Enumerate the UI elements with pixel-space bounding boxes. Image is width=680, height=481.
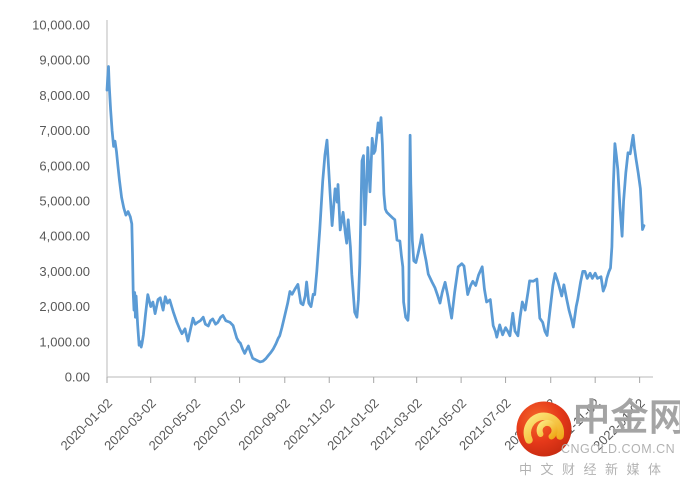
y-axis-label: 5,000.00 bbox=[39, 194, 90, 209]
y-axis-label: 2,000.00 bbox=[39, 299, 90, 314]
y-axis-label: 7,000.00 bbox=[39, 123, 90, 138]
y-axis-label: 6,000.00 bbox=[39, 158, 90, 173]
y-axis-label: 10,000.00 bbox=[32, 18, 90, 33]
y-axis-label: 4,000.00 bbox=[39, 229, 90, 244]
y-axis-label: 9,000.00 bbox=[39, 53, 90, 68]
y-axis-label: 1,000.00 bbox=[39, 334, 90, 349]
y-axis-label: 3,000.00 bbox=[39, 264, 90, 279]
y-axis-label: 8,000.00 bbox=[39, 88, 90, 103]
series-line bbox=[105, 65, 646, 364]
y-axis-label: 0.00 bbox=[65, 370, 90, 385]
